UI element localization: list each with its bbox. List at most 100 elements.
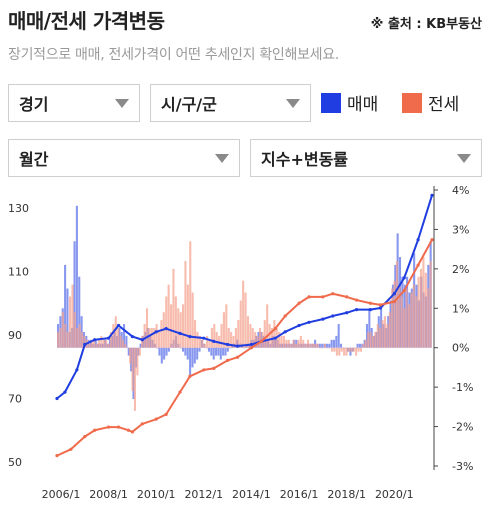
jeonse-change-bar bbox=[90, 339, 93, 348]
jeonse-change-bar bbox=[343, 347, 346, 356]
sale-change-bar bbox=[236, 339, 239, 348]
sale-change-bar bbox=[118, 328, 121, 348]
jeonse-change-bar bbox=[258, 328, 262, 348]
period-select[interactable]: 월간 bbox=[8, 139, 240, 177]
jeonse-change-bar bbox=[307, 339, 310, 348]
sale-change-bar bbox=[219, 347, 222, 360]
jeonse-index-point bbox=[430, 238, 434, 242]
jeonse-change-bar bbox=[117, 328, 120, 348]
jeonse-change-bar bbox=[102, 339, 105, 348]
jeonse-change-bar bbox=[100, 335, 103, 348]
jeonse-index-point bbox=[202, 368, 206, 372]
sale-change-bar bbox=[113, 331, 116, 348]
legend-jeonse[interactable]: 전세 bbox=[402, 90, 459, 115]
jeonse-change-bar bbox=[109, 331, 112, 348]
jeonse-change-bar bbox=[177, 308, 180, 348]
sale-index-point bbox=[345, 311, 349, 315]
jeonse-change-bar bbox=[331, 347, 334, 352]
jeonse-change-bar bbox=[71, 284, 74, 348]
jeonse-change-bar bbox=[340, 347, 343, 352]
sale-index-point bbox=[235, 344, 240, 348]
jeonse-change-bar bbox=[220, 324, 223, 348]
jeonse-change-bar bbox=[338, 347, 341, 356]
sale-change-bar bbox=[370, 328, 373, 348]
jeonse-change-bar bbox=[242, 280, 245, 348]
jeonse-change-bar bbox=[69, 296, 72, 348]
jeonse-change-bar bbox=[381, 320, 384, 348]
sale-index-point bbox=[55, 396, 59, 401]
sale-change-bar bbox=[179, 347, 182, 349]
sale-index-point bbox=[140, 338, 144, 342]
jeonse-change-bar bbox=[186, 284, 189, 348]
x-tick-label: 2006/1 bbox=[42, 488, 81, 501]
jeonse-change-bar bbox=[321, 347, 324, 349]
jeonse-change-bar bbox=[191, 292, 194, 348]
sale-change-bar bbox=[335, 335, 338, 348]
jeonse-change-bar bbox=[114, 316, 117, 348]
y-right-tick-label: -1% bbox=[452, 381, 473, 394]
sale-index-point bbox=[378, 306, 383, 310]
jeonse-index-point bbox=[212, 366, 216, 370]
jeonse-change-bar bbox=[357, 347, 360, 352]
jeonse-change-bar bbox=[398, 284, 401, 348]
jeonse-change-bar bbox=[179, 312, 182, 348]
jeonse-change-bar bbox=[201, 339, 204, 348]
sale-change-bar bbox=[73, 241, 76, 348]
jeonse-change-bar bbox=[386, 324, 389, 348]
jeonse-change-bar bbox=[230, 331, 233, 348]
legend-sale[interactable]: 매매 bbox=[321, 90, 378, 115]
legend-jeonse-swatch bbox=[402, 92, 422, 113]
jeonse-change-bar bbox=[371, 335, 374, 348]
sale-index-point bbox=[93, 338, 97, 342]
y-right-tick-label: 4% bbox=[452, 184, 469, 197]
jeonse-change-bar bbox=[355, 347, 358, 356]
sale-change-bar bbox=[243, 347, 246, 349]
sale-change-bar bbox=[363, 339, 366, 348]
sale-change-bar bbox=[212, 347, 215, 360]
jeonse-change-bar bbox=[165, 296, 168, 348]
jeonse-change-bar bbox=[268, 324, 271, 348]
sale-change-bar bbox=[205, 347, 208, 349]
region-select-value: 경기 bbox=[19, 95, 49, 114]
jeonse-change-bar bbox=[148, 328, 151, 348]
jeonse-change-bar bbox=[174, 296, 177, 348]
jeonse-index-point bbox=[116, 425, 121, 429]
jeonse-index-point bbox=[297, 301, 301, 305]
district-select[interactable]: 시/구/군 bbox=[150, 84, 311, 122]
x-tick-label: 2012/1 bbox=[184, 488, 223, 501]
jeonse-change-bar bbox=[121, 339, 124, 348]
sale-change-bar bbox=[207, 347, 210, 352]
jeonse-change-bar bbox=[61, 312, 64, 348]
jeonse-change-bar bbox=[359, 347, 362, 352]
sale-change-bar bbox=[222, 347, 225, 356]
sale-index-point bbox=[273, 336, 277, 340]
region-select[interactable]: 경기 bbox=[8, 84, 140, 122]
jeonse-change-bar bbox=[153, 328, 156, 348]
jeonse-change-bar bbox=[403, 308, 406, 348]
jeonse-change-bar bbox=[379, 328, 382, 348]
sale-index-point bbox=[321, 317, 325, 321]
jeonse-index-point bbox=[259, 339, 263, 343]
sale-index-point bbox=[297, 323, 301, 328]
jeonse-index-point bbox=[273, 327, 277, 331]
sale-change-bar bbox=[361, 343, 364, 348]
jeonse-change-bar bbox=[347, 347, 350, 352]
jeonse-change-bar bbox=[246, 316, 249, 348]
sale-change-bar bbox=[125, 335, 128, 348]
jeonse-change-bar bbox=[422, 257, 425, 348]
jeonse-change-bar bbox=[263, 320, 266, 348]
legend-sale-label: 매매 bbox=[347, 95, 379, 115]
sale-change-bar bbox=[215, 347, 218, 356]
jeonse-change-bar bbox=[182, 304, 185, 348]
jeonse-change-bar bbox=[141, 335, 144, 348]
metric-select[interactable]: 지수+변동률 bbox=[250, 139, 482, 177]
sale-change-bar bbox=[80, 316, 83, 348]
jeonse-change-bar bbox=[335, 347, 338, 356]
jeonse-change-bar bbox=[412, 284, 415, 348]
sale-index-point bbox=[164, 327, 168, 331]
jeonse-change-bar bbox=[280, 335, 283, 348]
sale-index-point bbox=[83, 342, 87, 347]
jeonse-change-bar bbox=[407, 304, 411, 348]
jeonse-index-point bbox=[93, 428, 97, 432]
jeonse-index-point bbox=[188, 374, 192, 378]
